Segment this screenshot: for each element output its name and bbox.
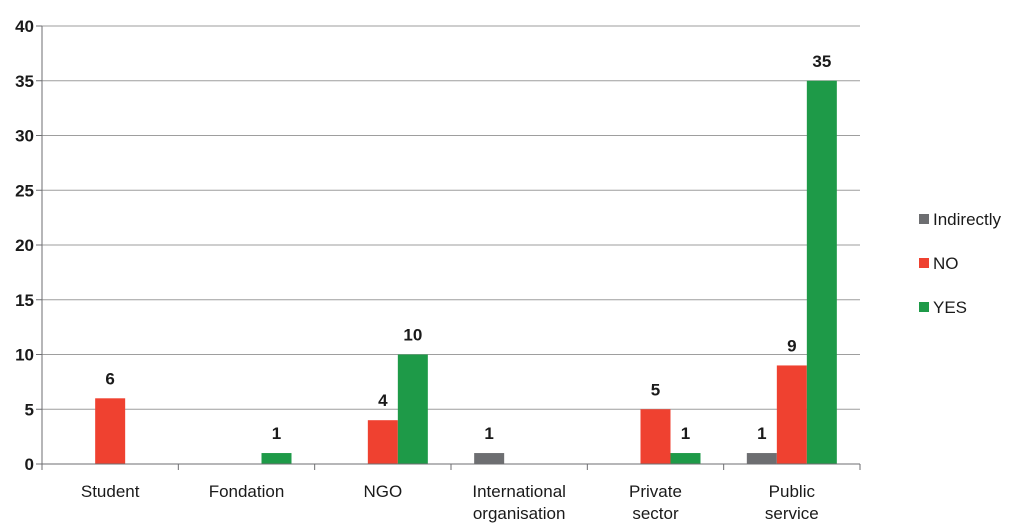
data-label: 1 [681, 424, 690, 443]
x-category-label: NGO [363, 482, 402, 501]
data-label: 1 [757, 424, 766, 443]
bars [95, 80, 837, 464]
y-tick-label: 35 [15, 72, 34, 91]
data-label: 35 [812, 52, 831, 71]
data-label: 9 [787, 336, 796, 355]
data-label: 1 [484, 424, 493, 443]
y-tick-label: 10 [15, 346, 34, 365]
x-category-label: Private [629, 482, 682, 501]
legend-swatch-yes [919, 302, 929, 312]
x-axis-labels: Student Fondation NGO International organisa… [81, 482, 819, 523]
legend-swatch-no [919, 258, 929, 268]
y-tick-label: 40 [15, 17, 34, 36]
bar-no [95, 398, 126, 464]
x-category-label: Student [81, 482, 140, 501]
bar-indirectly [746, 453, 777, 464]
bar-no [367, 420, 398, 464]
legend-label-yes: YES [933, 298, 967, 317]
data-label: 1 [272, 424, 281, 443]
bar-no [640, 409, 671, 464]
x-category-label: service [765, 504, 819, 523]
y-tick-label: 25 [15, 181, 34, 200]
x-category-label: International [472, 482, 566, 501]
bar-yes [261, 453, 292, 464]
y-tick-label: 0 [25, 455, 34, 474]
bar-yes [397, 354, 428, 464]
y-tick-label: 5 [25, 400, 34, 419]
y-tick-label: 15 [15, 291, 34, 310]
bar-no [776, 365, 807, 464]
bar-yes [670, 453, 701, 464]
legend: Indirectly NO YES [919, 210, 1002, 317]
y-axis-ticks: 0 5 10 15 20 25 30 35 40 [15, 17, 42, 474]
legend-swatch-indirectly [919, 214, 929, 224]
axes [41, 26, 861, 470]
legend-label-no: NO [933, 254, 959, 273]
bar-yes [806, 80, 837, 464]
x-category-label: organisation [473, 504, 566, 523]
x-category-label: Fondation [209, 482, 285, 501]
y-tick-label: 30 [15, 127, 34, 146]
x-category-label: sector [632, 504, 679, 523]
legend-label-indirectly: Indirectly [933, 210, 1002, 229]
data-labels: 6 1 4 10 1 5 1 1 9 35 [105, 52, 831, 443]
y-tick-label: 20 [15, 236, 34, 255]
bar-indirectly [474, 453, 505, 464]
x-category-label: Public [769, 482, 816, 501]
data-label: 6 [105, 369, 114, 388]
gridlines [42, 25, 860, 410]
data-label: 4 [378, 391, 388, 410]
data-label: 10 [403, 326, 422, 345]
data-label: 5 [651, 380, 660, 399]
